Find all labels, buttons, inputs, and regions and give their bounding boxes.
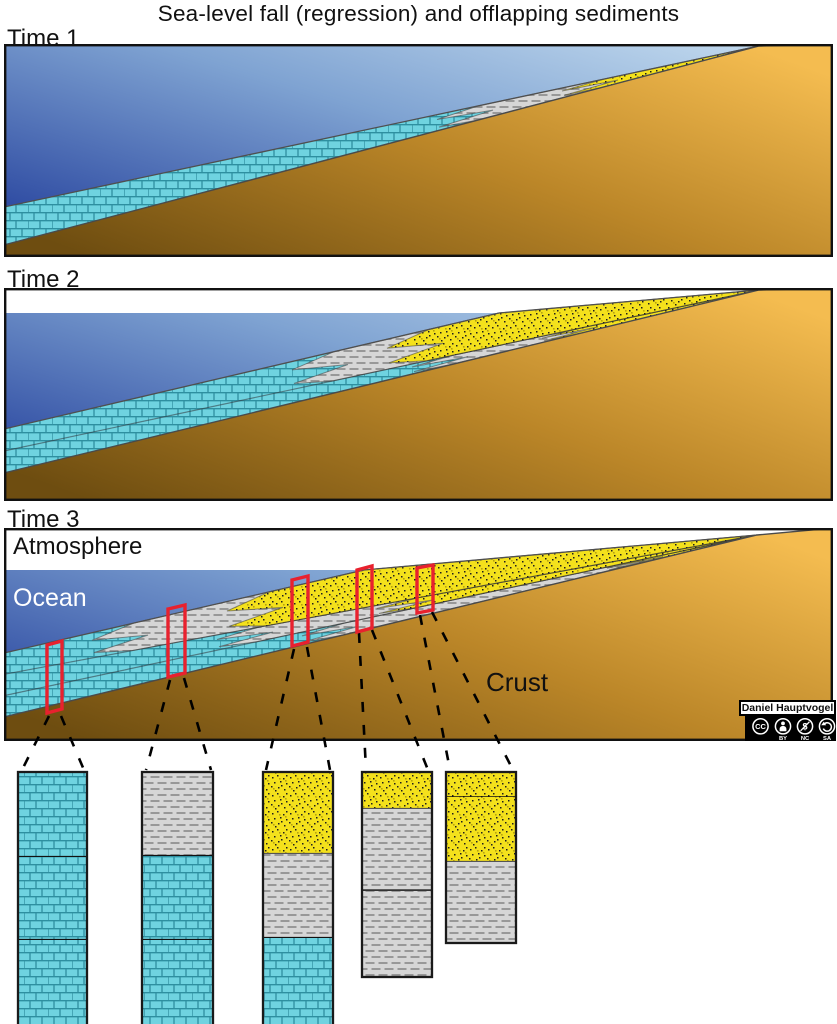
cc-sa-label: SA: [823, 736, 832, 741]
shale-segment: [362, 891, 432, 977]
svg-text:CC: CC: [755, 722, 766, 731]
atmosphere-label: Atmosphere: [13, 533, 143, 560]
seafloor-line: [4, 289, 760, 430]
shale-segment: [362, 809, 432, 891]
crust-body: [4, 288, 833, 501]
cc-icon: CC: [752, 717, 769, 735]
limestone-segment: [263, 938, 333, 1024]
sheet-boundary-line: [4, 289, 760, 452]
crust-body: [4, 44, 833, 257]
shale-segment: [142, 772, 213, 856]
cc-nc-icon: $: [796, 717, 814, 735]
strat-column: [360, 770, 434, 979]
column-border: [140, 770, 215, 1024]
cc-by-icon: [774, 717, 792, 735]
strat-column: [261, 770, 335, 1024]
column-border: [360, 770, 434, 979]
sandstone-segment: [362, 772, 432, 809]
limestone-segment: [18, 857, 87, 940]
attribution-name: Daniel Hauptvogel: [739, 700, 836, 716]
limestone-segment: [142, 856, 213, 940]
panel-border: [4, 288, 833, 501]
column-border: [16, 770, 89, 1024]
time1-cross-section: [4, 44, 833, 257]
ocean-label: Ocean: [13, 584, 87, 612]
shale-segment: [263, 854, 333, 938]
sandstone-segment: [446, 797, 516, 862]
strat-column: [16, 770, 89, 1024]
crust-label: Crust: [486, 667, 549, 697]
sandstone-segment: [446, 772, 516, 797]
attribution-box: Daniel Hauptvogel CC $ BY NC: [739, 700, 836, 741]
shale-segment: [446, 862, 516, 943]
seafloor-line: [4, 45, 760, 208]
sheet-boundary-line: [4, 534, 758, 675]
column-border: [261, 770, 335, 1024]
strat-column: [444, 770, 518, 945]
sandstone-segment: [263, 772, 333, 854]
strat-column: [140, 770, 215, 1024]
sheet-boundary-line: [4, 534, 758, 697]
page-title: Sea-level fall (regression) and offlappi…: [157, 1, 680, 26]
column-border: [444, 770, 518, 945]
limestone-segment: [142, 940, 213, 1024]
cc-by-label: BY: [779, 736, 787, 741]
limestone-segment: [18, 772, 87, 857]
cc-sa-icon: [818, 717, 836, 735]
panel-border: [4, 44, 833, 257]
time2-cross-section: [4, 288, 833, 501]
cc-nc-label: NC: [801, 736, 810, 741]
cc-license-badge: CC $ BY NC SA: [745, 716, 836, 741]
limestone-segment: [18, 940, 87, 1024]
